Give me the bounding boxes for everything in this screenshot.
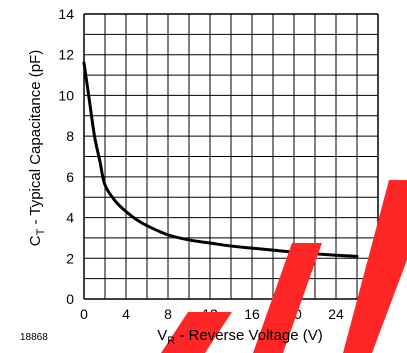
x-tick-labels: 0481216202428 xyxy=(80,306,386,322)
watermark-stroke-1 xyxy=(161,312,232,353)
y-axis-title: CT - Typical Capacitance (pF) xyxy=(27,50,47,247)
y-tick-label: 6 xyxy=(66,169,74,185)
y-tick-label: 14 xyxy=(58,6,74,22)
y-tick-label: 0 xyxy=(66,291,74,307)
y-tick-label: 2 xyxy=(66,250,74,266)
x-tick-label: 16 xyxy=(244,306,260,322)
series-line xyxy=(82,61,359,258)
y-tick-label: 12 xyxy=(58,47,74,63)
y-tick-label: 8 xyxy=(66,128,74,144)
x-tick-label: 24 xyxy=(328,306,344,322)
y-tick-labels: 0 2 4 6 8 10 12 14 xyxy=(58,6,74,307)
figure-code: 18868 xyxy=(20,332,48,343)
x-tick-label: 4 xyxy=(122,306,130,322)
x-tick-label: 8 xyxy=(164,306,172,322)
x-axis-title: VR - Reverse Voltage (V) xyxy=(157,327,323,347)
watermark xyxy=(161,180,407,353)
x-tick-label: 0 xyxy=(80,306,88,322)
y-tick-label: 10 xyxy=(58,87,74,103)
series-layer xyxy=(82,61,359,258)
grid xyxy=(83,13,379,300)
watermark-stroke-3 xyxy=(343,180,407,353)
y-tick-label: 4 xyxy=(66,210,74,226)
watermark-stroke-2 xyxy=(253,243,322,353)
